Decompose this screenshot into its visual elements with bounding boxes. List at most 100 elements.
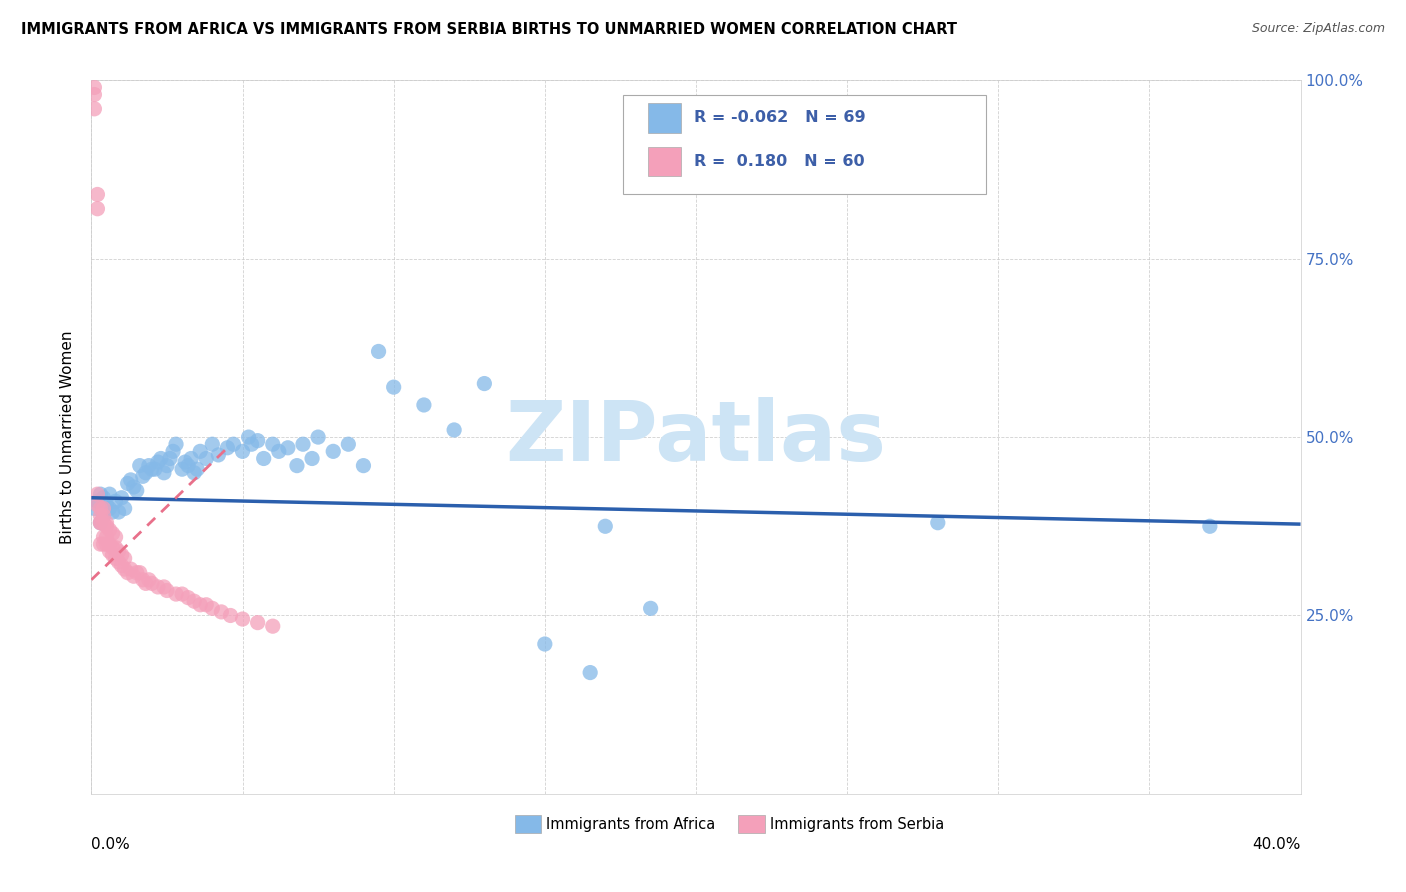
Point [89,537,111,551]
Point [337,437,360,451]
Point [222,437,245,451]
Bar [648,146,682,177]
Text: Immigrants from Africa: Immigrants from Africa [546,817,716,831]
Point [382,380,405,394]
Point [122,480,145,494]
Point [111,491,132,505]
Point [96,537,118,551]
Point [132,469,155,483]
Point [89,487,111,501]
Point [107,555,129,569]
Point [183,466,205,480]
Point [138,573,160,587]
Point [165,587,187,601]
Text: Source: ZipAtlas.com: Source: ZipAtlas.com [1251,22,1385,36]
Point [217,441,239,455]
Point [104,551,127,566]
Point [114,562,136,576]
Point [135,466,157,480]
Point [120,473,142,487]
Point [93,516,115,530]
Point [177,458,200,473]
Point [101,505,124,519]
Point [111,548,132,562]
Point [93,508,115,523]
Point [186,462,208,476]
Point [579,665,602,680]
Point [114,501,136,516]
Point [96,519,118,533]
Point [188,598,211,612]
Point [201,437,224,451]
Point [86,494,108,508]
Bar [515,815,541,833]
Point [83,102,105,116]
Point [640,601,662,615]
Point [104,541,127,555]
Point [101,548,124,562]
Point [159,451,181,466]
Point [322,444,344,458]
Point [93,501,115,516]
Point [86,202,108,216]
Point [165,437,187,451]
Text: Immigrants from Serbia: Immigrants from Serbia [769,817,943,831]
Point [153,466,176,480]
Point [174,455,197,469]
Point [1198,519,1220,533]
Point [246,434,269,448]
FancyBboxPatch shape [623,95,986,194]
Point [172,462,194,476]
Point [172,587,194,601]
Point [292,437,315,451]
Point [125,566,148,580]
Point [89,508,111,523]
Point [195,451,218,466]
Point [101,526,124,541]
Point [98,544,121,558]
Point [156,458,179,473]
Point [86,498,108,512]
Point [183,594,205,608]
Point [83,87,105,102]
Point [89,516,111,530]
Point [104,530,127,544]
Point [114,551,136,566]
Point [285,458,308,473]
Point [240,437,263,451]
Point [107,505,129,519]
Point [98,501,121,516]
Point [93,530,115,544]
Point [149,451,172,466]
Point [156,583,179,598]
Point [89,501,111,516]
Point [135,576,157,591]
Point [472,376,495,391]
Point [238,430,260,444]
Point [98,523,121,537]
Point [89,516,111,530]
Point [89,516,111,530]
Point [301,451,323,466]
Text: R =  0.180   N = 60: R = 0.180 N = 60 [693,154,865,169]
Point [132,573,155,587]
Point [253,451,276,466]
Point [927,516,949,530]
Point [195,598,218,612]
Point [533,637,555,651]
Point [246,615,269,630]
Point [146,455,169,469]
Point [96,516,118,530]
Point [307,430,329,444]
Text: IMMIGRANTS FROM AFRICA VS IMMIGRANTS FROM SERBIA BIRTHS TO UNMARRIED WOMEN CORRE: IMMIGRANTS FROM AFRICA VS IMMIGRANTS FRO… [21,22,957,37]
Point [120,562,142,576]
Point [141,462,163,476]
Point [143,462,166,476]
Point [128,566,150,580]
Point [96,498,118,512]
Point [413,398,436,412]
Bar [648,103,682,133]
Point [146,580,169,594]
Bar [738,815,765,833]
Y-axis label: Births to Unmarried Women: Births to Unmarried Women [60,330,76,544]
